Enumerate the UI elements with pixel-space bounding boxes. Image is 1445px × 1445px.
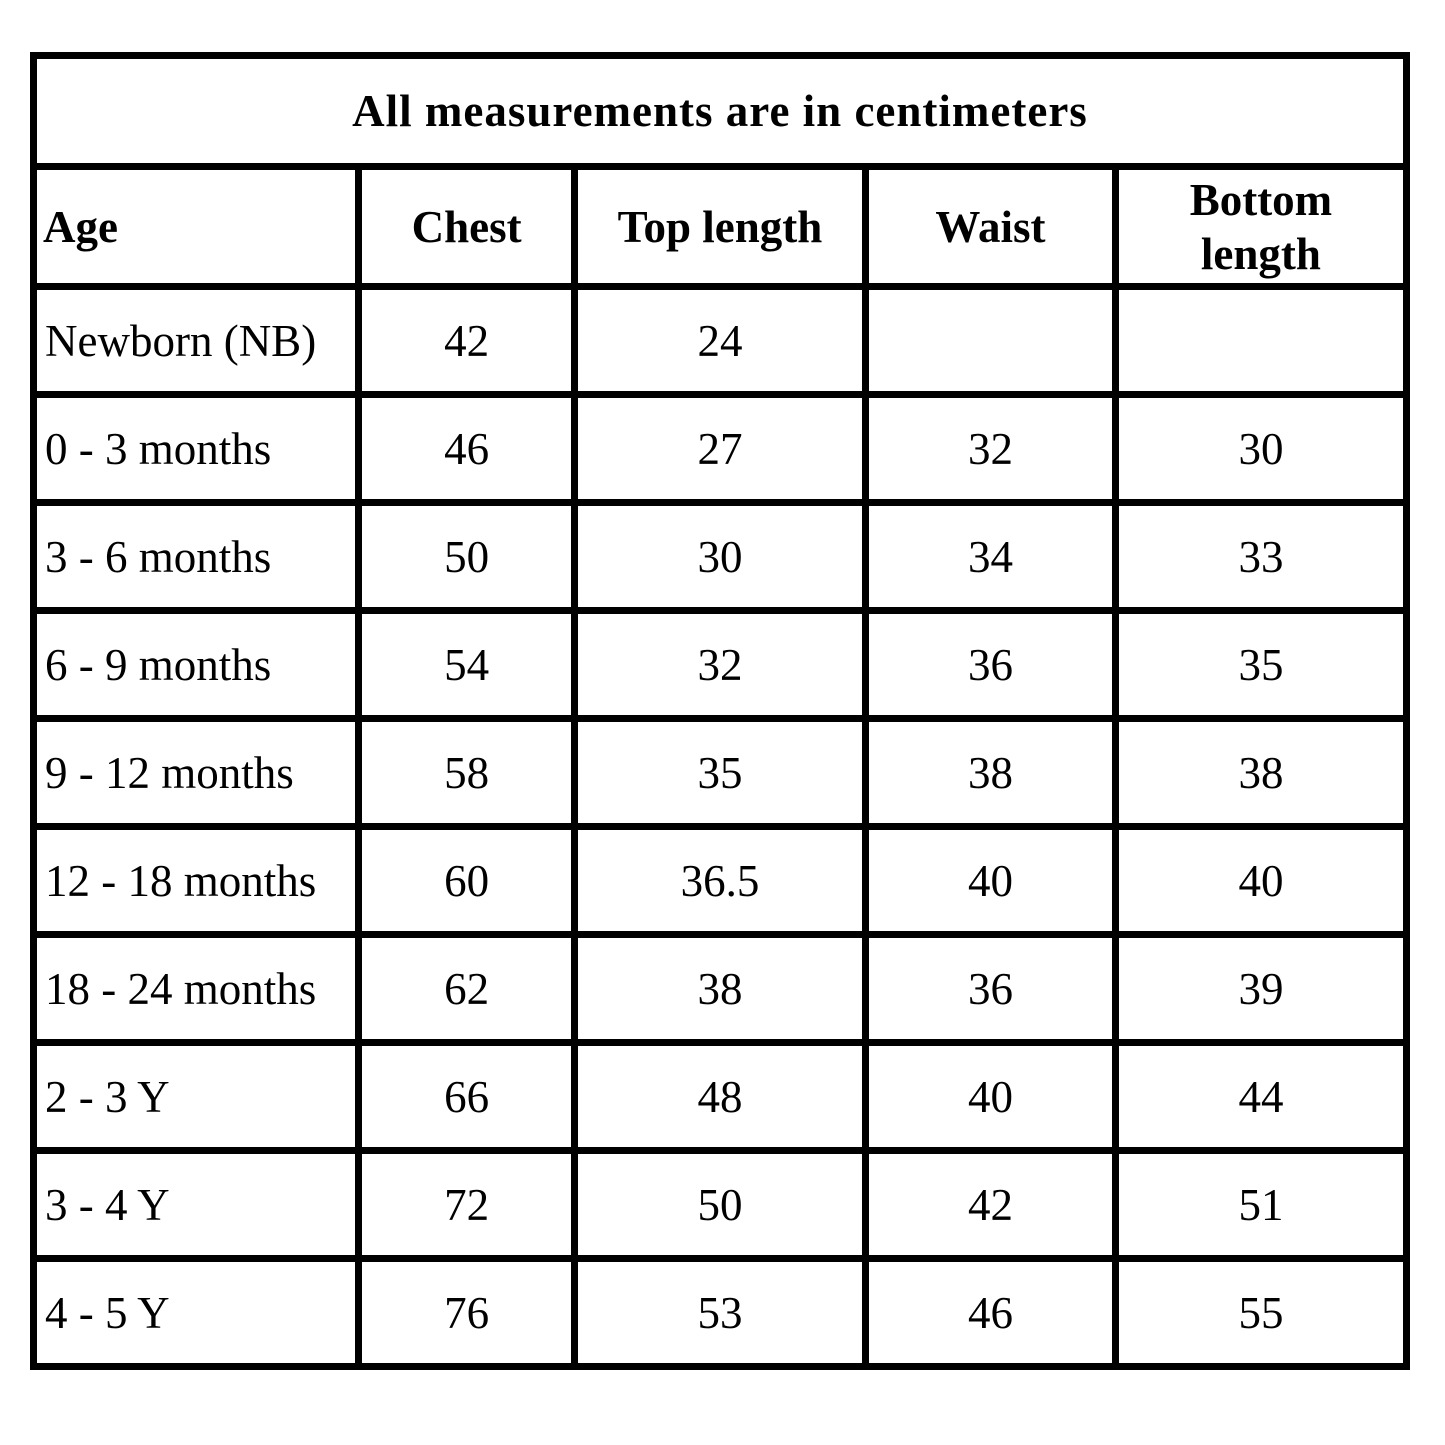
column-header-bottom-length: Bottom length — [1111, 163, 1411, 290]
table-title: All measurements are in centimeters — [30, 52, 1410, 170]
column-header-waist: Waist — [862, 163, 1119, 290]
top-length-cell: 48 — [570, 1039, 870, 1154]
waist-cell: 36 — [862, 607, 1119, 722]
column-header-age: Age — [29, 163, 363, 290]
column-header-top-length: Top length — [570, 163, 870, 290]
age-cell: 3 - 6 months — [29, 499, 363, 614]
size-chart-table: All measurements are in centimeters Age … — [29, 52, 1411, 1370]
table-row-18-24-months: 18 - 24 months 62 38 36 39 — [29, 931, 1411, 1046]
top-length-cell: 53 — [570, 1255, 870, 1370]
bottom-length-cell: 39 — [1111, 931, 1411, 1046]
waist-cell: 40 — [862, 823, 1119, 938]
age-cell: 6 - 9 months — [29, 607, 363, 722]
table-row-4-5-y: 4 - 5 Y 76 53 46 55 — [29, 1255, 1411, 1370]
column-header-chest: Chest — [355, 163, 578, 290]
chest-cell: 72 — [355, 1147, 578, 1262]
top-length-cell: 32 — [570, 607, 870, 722]
chest-cell: 76 — [355, 1255, 578, 1370]
chest-cell: 50 — [355, 499, 578, 614]
waist-cell: 34 — [862, 499, 1119, 614]
chest-cell: 62 — [355, 931, 578, 1046]
age-cell: 18 - 24 months — [29, 931, 363, 1046]
table-row-6-9-months: 6 - 9 months 54 32 36 35 — [29, 607, 1411, 722]
bottom-length-cell: 40 — [1111, 823, 1411, 938]
bottom-length-cell: 38 — [1111, 715, 1411, 830]
waist-cell: 32 — [862, 391, 1119, 506]
table-row-3-6-months: 3 - 6 months 50 30 34 33 — [29, 499, 1411, 614]
top-length-cell: 30 — [570, 499, 870, 614]
age-cell: 4 - 5 Y — [29, 1255, 363, 1370]
top-length-cell: 27 — [570, 391, 870, 506]
table-row-newborn: Newborn (NB) 42 24 — [29, 283, 1411, 398]
chest-cell: 54 — [355, 607, 578, 722]
top-length-cell: 38 — [570, 931, 870, 1046]
waist-cell: 46 — [862, 1255, 1119, 1370]
waist-cell: 40 — [862, 1039, 1119, 1154]
age-cell: 3 - 4 Y — [29, 1147, 363, 1262]
bottom-length-cell: 44 — [1111, 1039, 1411, 1154]
table-header-row: Age Chest Top length Waist Bottom length — [29, 163, 1411, 290]
bottom-length-cell: 51 — [1111, 1147, 1411, 1262]
waist-cell — [862, 283, 1119, 398]
top-length-cell: 50 — [570, 1147, 870, 1262]
age-cell: 9 - 12 months — [29, 715, 363, 830]
chest-cell: 42 — [355, 283, 578, 398]
waist-cell: 38 — [862, 715, 1119, 830]
waist-cell: 42 — [862, 1147, 1119, 1262]
table-row-2-3-y: 2 - 3 Y 66 48 40 44 — [29, 1039, 1411, 1154]
bottom-length-cell: 30 — [1111, 391, 1411, 506]
chest-cell: 66 — [355, 1039, 578, 1154]
bottom-length-cell: 33 — [1111, 499, 1411, 614]
bottom-length-cell: 35 — [1111, 607, 1411, 722]
waist-cell: 36 — [862, 931, 1119, 1046]
bottom-length-cell — [1111, 283, 1411, 398]
top-length-cell: 36.5 — [570, 823, 870, 938]
bottom-length-cell: 55 — [1111, 1255, 1411, 1370]
age-cell: 12 - 18 months — [29, 823, 363, 938]
table-row-3-4-y: 3 - 4 Y 72 50 42 51 — [29, 1147, 1411, 1262]
age-cell: 0 - 3 months — [29, 391, 363, 506]
chest-cell: 46 — [355, 391, 578, 506]
table-title-row: All measurements are in centimeters — [30, 52, 1410, 170]
table-row-0-3-months: 0 - 3 months 46 27 32 30 — [29, 391, 1411, 506]
chest-cell: 58 — [355, 715, 578, 830]
chest-cell: 60 — [355, 823, 578, 938]
top-length-cell: 24 — [570, 283, 870, 398]
age-cell: Newborn (NB) — [29, 283, 363, 398]
age-cell: 2 - 3 Y — [29, 1039, 363, 1154]
table-row-12-18-months: 12 - 18 months 60 36.5 40 40 — [29, 823, 1411, 938]
table-row-9-12-months: 9 - 12 months 58 35 38 38 — [29, 715, 1411, 830]
top-length-cell: 35 — [570, 715, 870, 830]
